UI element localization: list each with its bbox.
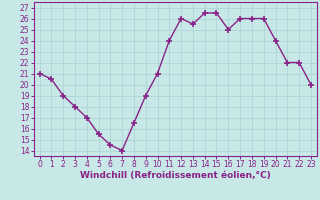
X-axis label: Windchill (Refroidissement éolien,°C): Windchill (Refroidissement éolien,°C): [80, 171, 271, 180]
